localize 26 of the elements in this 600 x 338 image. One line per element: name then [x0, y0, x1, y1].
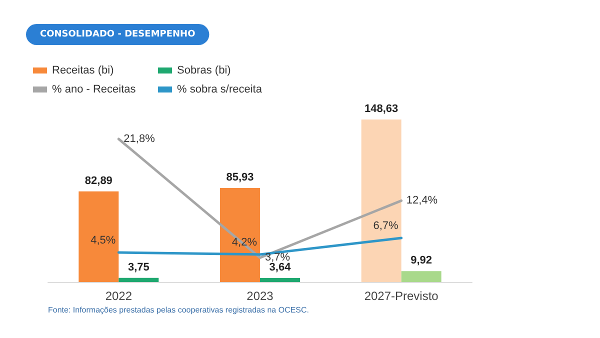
- bar: [260, 278, 300, 282]
- bar: [361, 120, 402, 282]
- data-label: 148,63: [364, 103, 398, 115]
- x-tick-label: 2022: [105, 289, 132, 303]
- data-label: 3,64: [269, 262, 292, 274]
- bar: [78, 191, 119, 282]
- legend-label: % sobra s/receita: [177, 84, 263, 96]
- data-label: 9,92: [410, 254, 432, 267]
- legend-label: % ano - Receitas: [52, 84, 136, 96]
- source-note: Fonte: Informações prestadas pelas cooperativas registradas na OCESC.: [48, 306, 310, 314]
- bar: [118, 278, 159, 282]
- data-label: 82,89: [84, 174, 112, 187]
- x-tick-label: 2023: [246, 289, 274, 303]
- chart-title: CONSOLIDADO - DESEMPENHO: [40, 30, 196, 40]
- data-label: 12,4%: [406, 194, 438, 207]
- data-label: 85,93: [226, 172, 254, 184]
- data-label: 6,7%: [373, 220, 399, 232]
- data-label: 21,8%: [124, 132, 156, 145]
- legend-label: Receitas (bi): [52, 64, 114, 76]
- bar: [220, 188, 260, 282]
- data-label: 3,75: [128, 261, 150, 274]
- data-label: 3,7%: [265, 252, 290, 264]
- bar: [401, 271, 442, 282]
- legend-label: Sobras (bi): [177, 64, 231, 76]
- data-label: 4,5%: [90, 234, 116, 246]
- x-tick-label: 2027-Previsto: [364, 289, 439, 303]
